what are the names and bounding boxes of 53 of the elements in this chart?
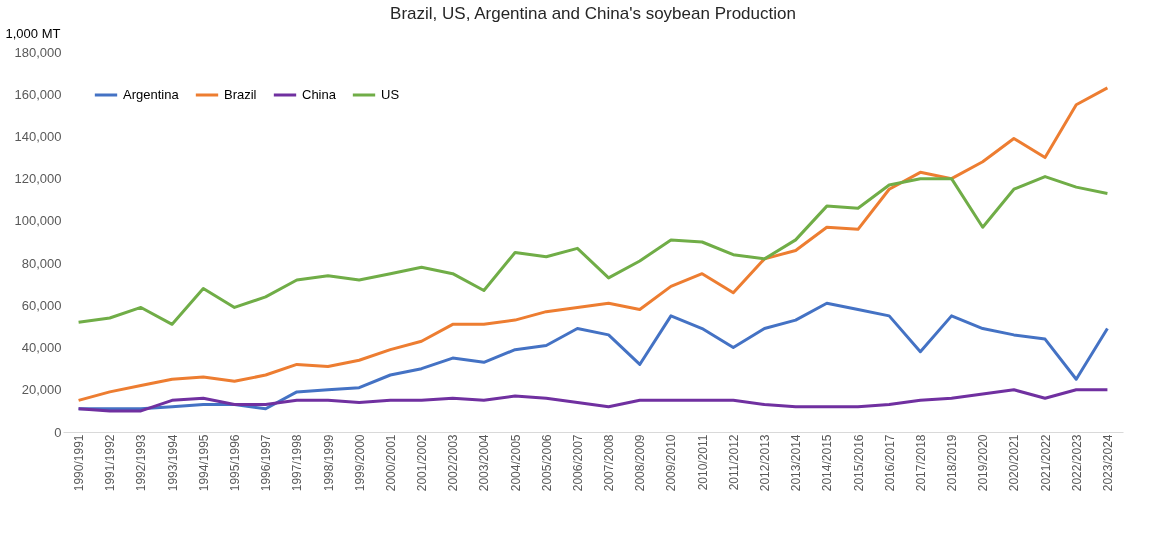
- x-tick-label: 2017/2018: [913, 434, 928, 492]
- x-tick-label: 2019/2020: [976, 434, 991, 492]
- x-tick-label: 1990/1991: [72, 434, 87, 492]
- y-tick-label: 40,000: [21, 340, 62, 356]
- x-tick-label: 2004/2005: [508, 434, 523, 492]
- y-tick-label: 0: [54, 424, 62, 440]
- x-tick-label: 1994/1995: [196, 434, 211, 492]
- x-tick-label: 1996/1997: [259, 434, 274, 492]
- x-tick-label: 2012/2013: [757, 434, 772, 492]
- x-tick-label: 2021/2022: [1038, 434, 1053, 492]
- x-tick-label: 1991/1992: [103, 434, 118, 492]
- x-tick-label: 2010/2011: [695, 434, 710, 491]
- legend-label: US: [381, 87, 400, 102]
- y-tick-label: 20,000: [21, 382, 62, 398]
- line-series: [77, 175, 1109, 326]
- y-tick-label: 120,000: [14, 171, 62, 187]
- x-tick-label: 2011/2012: [726, 434, 741, 491]
- x-tick-label: 1992/1993: [134, 434, 149, 492]
- legend-label: Argentina: [123, 87, 180, 102]
- x-tick-label: 2003/2004: [477, 434, 492, 492]
- x-tick-label: 2013/2014: [789, 434, 804, 492]
- x-tick-label: 2022/2023: [1069, 434, 1084, 492]
- y-tick-label: 160,000: [14, 86, 62, 102]
- y-tick-label: 60,000: [21, 297, 62, 313]
- x-tick-label: 2009/2010: [664, 434, 679, 492]
- legend-label: China: [302, 87, 337, 102]
- y-axis-title: 1,000 MT: [5, 25, 61, 41]
- x-tick-label: 1999/2000: [352, 434, 367, 492]
- chart-title: Brazil, US, Argentina and China's soybean Production: [390, 4, 796, 23]
- x-tick-label: 2023/2024: [1100, 434, 1115, 492]
- x-tick-label: 2006/2007: [570, 434, 585, 492]
- x-tick-label: 2008/2009: [633, 434, 648, 492]
- y-tick-label: 80,000: [21, 255, 62, 271]
- x-tick-label: 2005/2006: [539, 434, 554, 492]
- x-tick-label: 1993/1994: [165, 434, 180, 492]
- x-tick-label: 2007/2008: [602, 434, 617, 492]
- line-series: [77, 86, 1109, 402]
- y-tick-label: 140,000: [14, 128, 62, 144]
- x-tick-label: 1997/1998: [290, 434, 305, 492]
- x-tick-label: 2001/2002: [415, 434, 430, 492]
- y-tick-label: 180,000: [14, 44, 62, 60]
- x-tick-label: 2016/2017: [882, 434, 897, 492]
- x-tick-label: 1995/1996: [227, 434, 242, 492]
- x-tick-label: 2002/2003: [446, 434, 461, 492]
- line-series: [77, 388, 1109, 413]
- x-tick-label: 2014/2015: [820, 434, 835, 492]
- x-tick-label: 2018/2019: [945, 434, 960, 492]
- x-tick-label: 1998/1999: [321, 434, 336, 492]
- x-tick-label: 2020/2021: [1007, 434, 1022, 492]
- y-tick-label: 100,000: [14, 213, 62, 229]
- legend-label: Brazil: [224, 87, 257, 102]
- x-tick-label: 2015/2016: [851, 434, 866, 492]
- x-tick-label: 2000/2001: [383, 434, 398, 492]
